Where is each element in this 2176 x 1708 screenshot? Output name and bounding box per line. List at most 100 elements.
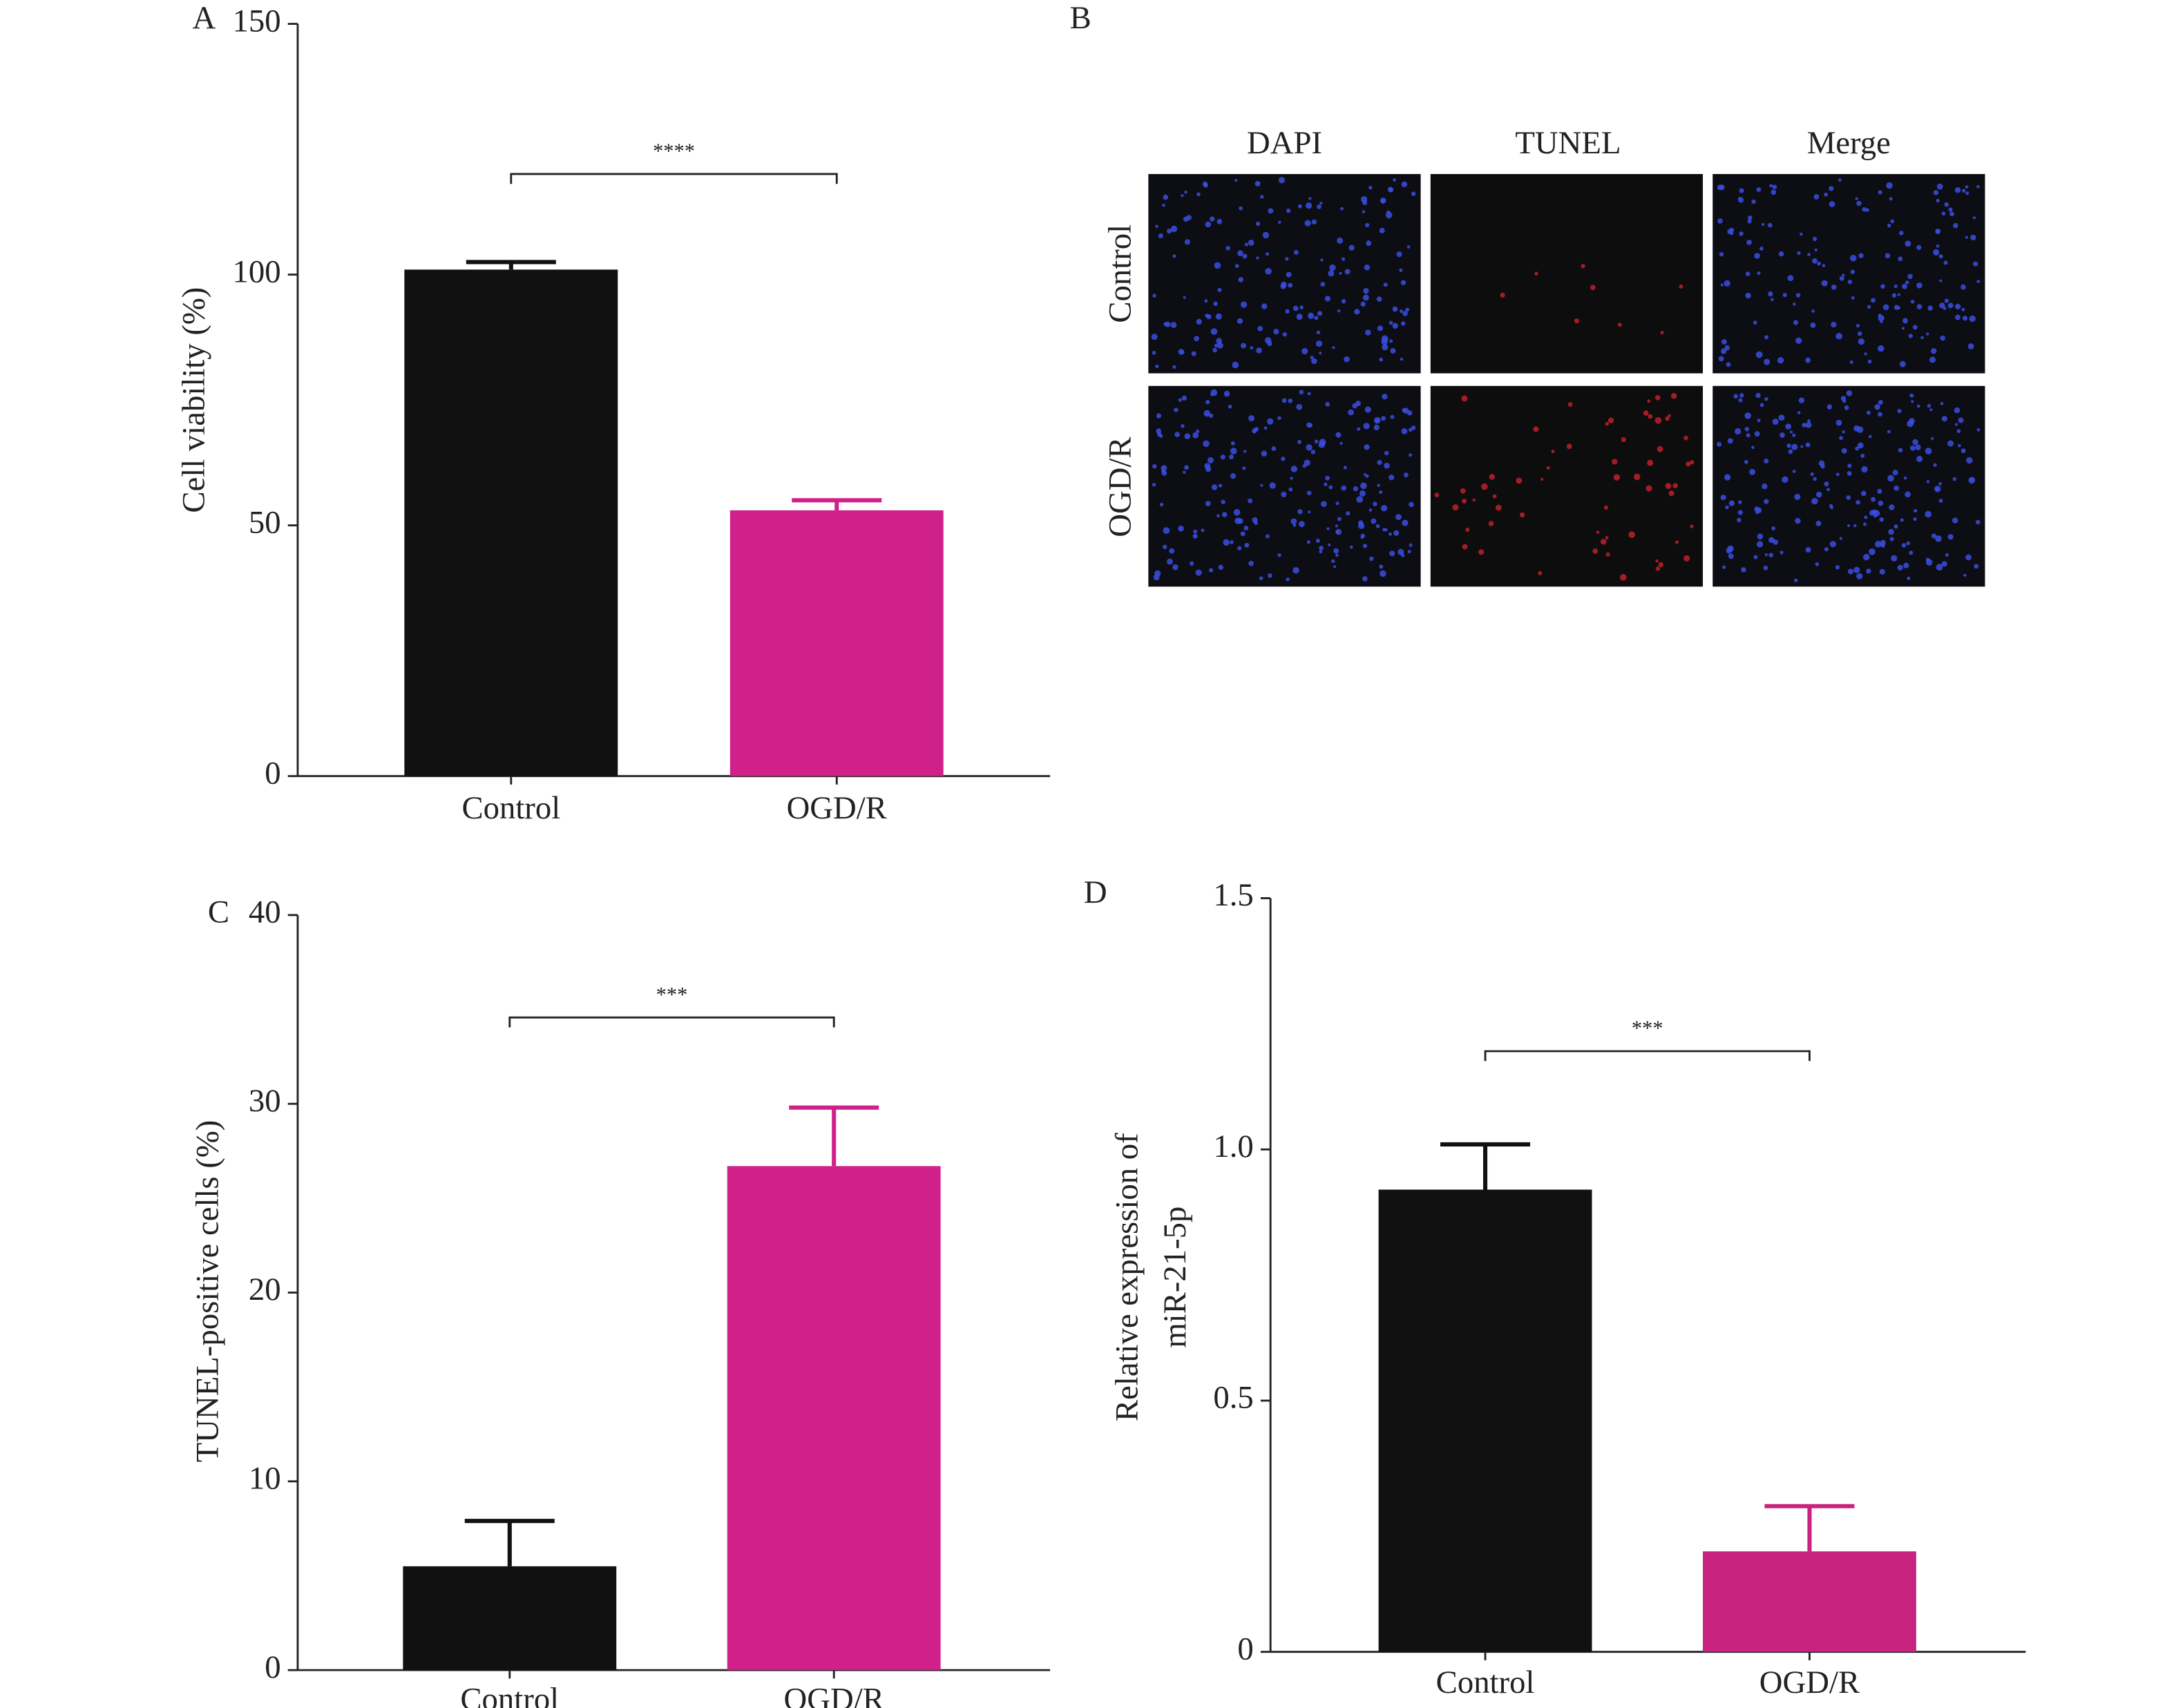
y-tick-label: 30: [249, 1083, 281, 1119]
cell-dot: [1805, 422, 1812, 428]
cell-dot: [1320, 258, 1324, 262]
cell-dot: [1288, 487, 1293, 492]
cell-dot: [1873, 515, 1877, 518]
cell-dot: [1233, 509, 1241, 516]
cell-dot: [1795, 517, 1801, 524]
cell-dot: [1333, 565, 1337, 568]
cell-dot: [1794, 578, 1798, 582]
row-label: Control: [1103, 224, 1138, 323]
cell-dot: [1771, 526, 1776, 531]
cell-dot: [1757, 533, 1764, 540]
cell-dot: [1793, 320, 1799, 325]
cell-dot: [1683, 435, 1688, 441]
cell-dot: [1903, 476, 1907, 480]
cell-dot: [1913, 517, 1917, 521]
cell-dot: [1364, 444, 1370, 450]
cell-dot: [1363, 472, 1367, 477]
cell-dot: [1596, 530, 1600, 534]
cell-dot: [1940, 335, 1946, 341]
cell-dot: [1404, 472, 1409, 478]
micrograph: [1430, 385, 1703, 587]
cell-dot: [1255, 221, 1261, 227]
cell-dot: [1926, 480, 1930, 483]
cell-dot: [1745, 292, 1751, 299]
cell-dot: [1842, 430, 1845, 434]
cell-dot: [1789, 430, 1793, 434]
cell-dot: [1880, 539, 1886, 546]
cell-dot: [1357, 427, 1361, 431]
cell-dot: [1749, 468, 1756, 475]
cell-dot: [1878, 500, 1884, 506]
cell-dot: [1613, 474, 1621, 481]
cell-dot: [1152, 463, 1157, 469]
cell-dot: [1379, 490, 1383, 495]
cell-dot: [1855, 446, 1859, 451]
cell-dot: [1297, 509, 1303, 515]
cell-dot: [1362, 294, 1369, 301]
cell-dot: [1237, 250, 1243, 256]
cell-dot: [1617, 323, 1622, 327]
cell-dot: [1590, 285, 1596, 291]
cell-dot: [1292, 305, 1299, 311]
y-tick-label: 10: [249, 1461, 281, 1497]
cell-dot: [1285, 309, 1290, 314]
cell-dot: [1184, 190, 1187, 194]
cell-dot: [1151, 334, 1158, 340]
cell-dot: [1169, 548, 1175, 554]
cell-dot: [1262, 231, 1270, 239]
cell-dot: [1299, 390, 1304, 395]
cell-dot: [1728, 553, 1734, 559]
cell-dot: [1907, 576, 1911, 580]
cell-dot: [1824, 547, 1829, 552]
cell-dot: [1829, 503, 1833, 508]
cell-dot: [1382, 344, 1388, 351]
y-axis-label: Relative expression of: [1109, 1133, 1145, 1421]
cell-dot: [1890, 219, 1895, 224]
cell-dot: [1724, 280, 1730, 287]
cell-dot: [1214, 343, 1219, 347]
bar: [1378, 1189, 1592, 1652]
cell-dot: [1686, 461, 1691, 467]
cell-dot: [1362, 210, 1366, 213]
cell-dot: [1210, 216, 1215, 222]
cell-dot: [1215, 313, 1222, 320]
cell-dot: [1280, 283, 1286, 289]
y-tick-label: 50: [249, 504, 281, 540]
cell-dot: [1339, 441, 1343, 445]
cell-dot: [1822, 264, 1826, 267]
cell-dot: [1244, 242, 1248, 247]
cell-dot: [1787, 275, 1794, 282]
cell-dot: [1901, 543, 1907, 548]
cell-dot: [1388, 532, 1392, 536]
bar: [729, 510, 944, 776]
cell-dot: [1654, 416, 1662, 424]
cell-dot: [1207, 457, 1214, 463]
x-tick-label: OGD/R: [784, 1682, 885, 1708]
cell-dot: [1310, 450, 1316, 454]
cell-dot: [1434, 492, 1440, 498]
cell-dot: [1192, 533, 1198, 539]
cell-dot: [1771, 189, 1777, 195]
cell-dot: [1797, 251, 1801, 255]
y-tick-label: 150: [232, 3, 280, 39]
cell-dot: [1248, 415, 1255, 421]
cell-dot: [1409, 453, 1413, 457]
cell-dot: [1184, 239, 1190, 245]
cell-dot: [1373, 424, 1380, 431]
cell-dot: [1328, 543, 1331, 546]
cell-dot: [1242, 253, 1248, 259]
cell-dot: [1281, 491, 1287, 497]
cell-dot: [1271, 446, 1277, 452]
cell-dot: [1161, 465, 1167, 472]
micrograph: [1712, 173, 1985, 374]
cell-dot: [1212, 347, 1217, 353]
cell-dot: [1472, 498, 1476, 502]
cell-dot: [1393, 178, 1396, 182]
cell-dot: [1267, 340, 1272, 347]
cell-dot: [1753, 555, 1758, 559]
cell-dot: [1961, 307, 1965, 311]
cell-dot: [1268, 208, 1274, 214]
y-tick-label: 0: [265, 755, 280, 791]
cell-dot: [1660, 330, 1664, 335]
cell-dot: [1907, 274, 1913, 280]
